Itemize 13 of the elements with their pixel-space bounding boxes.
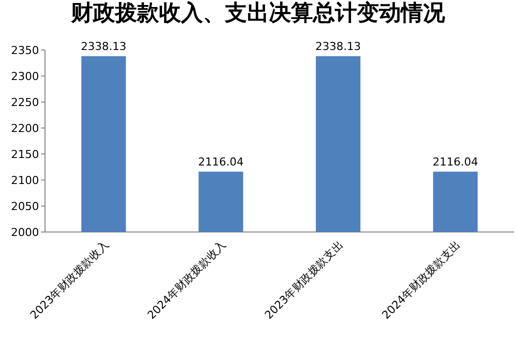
y-tick-label: 2250 [11, 96, 39, 109]
data-label: 2116.04 [432, 156, 478, 169]
y-tick-label: 2000 [11, 226, 39, 239]
y-tick-label: 2200 [11, 122, 39, 135]
y-tick-label: 2300 [11, 70, 39, 83]
y-tick-label: 2150 [11, 148, 39, 161]
data-label: 2338.13 [315, 40, 361, 54]
data-label: 2116.04 [198, 156, 244, 169]
y-tick-label: 2100 [11, 174, 39, 187]
chart-title: 财政拨款收入、支出决算总计变动情况 [70, 0, 446, 25]
y-tick-label: 2050 [11, 200, 39, 213]
data-label: 2338.13 [80, 40, 126, 54]
y-tick-label: 2350 [11, 44, 39, 57]
